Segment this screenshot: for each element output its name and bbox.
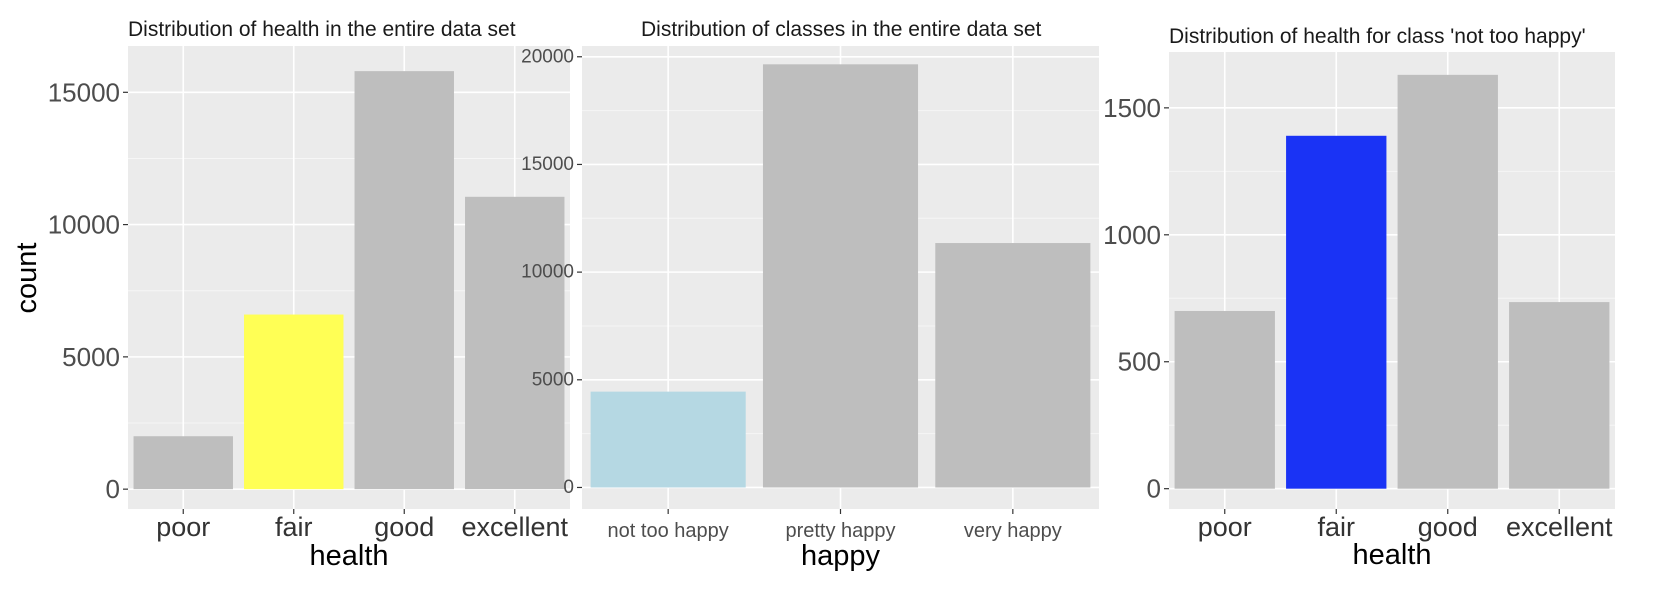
y-tick-label: 1000 xyxy=(1103,220,1161,250)
bar-pretty-happy xyxy=(762,64,919,488)
y-tick-label: 10000 xyxy=(521,262,574,283)
x-axis-title: happy xyxy=(801,540,881,572)
x-tick-label: pretty happy xyxy=(785,520,895,542)
x-axis-title: health xyxy=(1352,539,1431,571)
bar-poor xyxy=(133,436,233,490)
bar-not-too-happy xyxy=(590,391,746,488)
bar-good xyxy=(1397,74,1498,489)
y-tick-label: 500 xyxy=(1118,347,1161,377)
bar-excellent xyxy=(465,196,565,490)
chart-panel-1: 0 5000 10000 15000 poor fair good excellent Dist… xyxy=(11,18,570,572)
chart-title: Distribution of classes in the entire da… xyxy=(641,18,1042,41)
x-tick-label: not too happy xyxy=(608,520,729,542)
bar-excellent xyxy=(1509,302,1610,489)
y-tick-label: 1500 xyxy=(1103,93,1161,123)
y-tick-label: 10000 xyxy=(48,210,120,240)
x-tick-label: poor xyxy=(156,512,210,542)
y-tick-label: 15000 xyxy=(521,154,574,175)
x-tick-label: good xyxy=(1418,512,1478,542)
x-axis-title: health xyxy=(309,540,388,572)
x-tick-label: poor xyxy=(1198,512,1252,542)
x-tick-label: good xyxy=(374,512,434,542)
y-tick-label: 0 xyxy=(1147,474,1161,504)
bar-poor xyxy=(1174,310,1275,489)
y-tick-label: 20000 xyxy=(521,46,574,67)
bar-fair xyxy=(1286,135,1387,489)
x-tick-label: fair xyxy=(1317,512,1355,542)
x-tick-label: excellent xyxy=(461,512,568,542)
y-tick-label: 5000 xyxy=(62,342,120,372)
x-tick-label: excellent xyxy=(1506,512,1613,542)
chart-panel-2: 0 5000 10000 15000 20000 not too happy pretty … xyxy=(521,18,1099,572)
chart-panel-3: 0 500 1000 1500 poor fair good excellent Distrib… xyxy=(1103,25,1615,571)
chart-title: Distribution of health for class 'not to… xyxy=(1169,25,1586,48)
y-axis-title: count xyxy=(11,243,43,314)
x-tick-label: fair xyxy=(275,512,313,542)
bar-good xyxy=(354,71,454,490)
x-tick-label: very happy xyxy=(964,520,1062,542)
bar-very-happy xyxy=(935,243,1091,488)
y-tick-label: 5000 xyxy=(532,369,574,390)
y-tick-label: 0 xyxy=(106,474,120,504)
y-tick-label: 15000 xyxy=(48,77,120,107)
chart-title: Distribution of health in the entire dat… xyxy=(128,18,516,41)
bar-fair xyxy=(244,314,344,490)
y-tick-label: 0 xyxy=(563,477,574,498)
